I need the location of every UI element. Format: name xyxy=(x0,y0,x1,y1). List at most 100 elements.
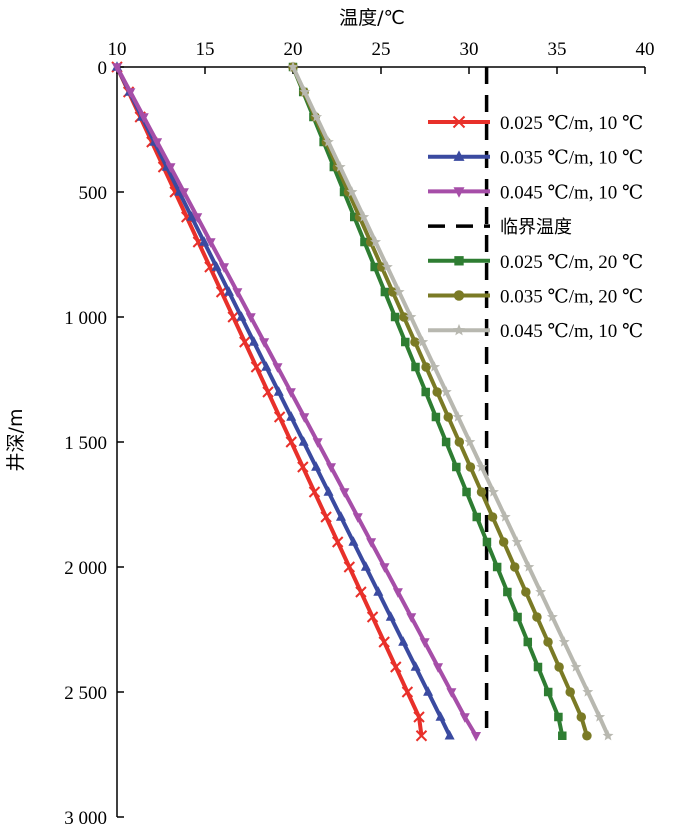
data-point xyxy=(285,436,297,448)
y-tick-label: 1 000 xyxy=(64,308,107,329)
data-point xyxy=(476,487,487,497)
x-axis-title: 温度/℃ xyxy=(339,7,405,29)
legend-label: 0.025 ℃/m, 20 ℃ xyxy=(500,252,643,273)
legend-label: 0.035 ℃/m, 10 ℃ xyxy=(500,148,643,169)
data-point xyxy=(421,387,430,397)
data-point xyxy=(352,513,363,523)
data-point xyxy=(464,436,476,447)
data-point xyxy=(360,561,371,571)
data-point xyxy=(286,411,297,421)
data-point xyxy=(227,311,239,323)
data-point xyxy=(487,512,498,522)
data-point xyxy=(287,61,299,72)
data-point xyxy=(380,287,390,297)
y-tick-label: 1 500 xyxy=(64,433,107,454)
data-point xyxy=(299,86,311,97)
data-point xyxy=(192,213,203,223)
data-point xyxy=(503,587,512,597)
data-point xyxy=(259,338,270,348)
data-point xyxy=(379,563,390,573)
data-point xyxy=(429,361,440,372)
series-layer xyxy=(111,61,614,742)
data-point xyxy=(239,336,251,348)
axes: 10 15 20 25 30 35 40 0 500 1 000 1 500 2 000 2 500 3 … xyxy=(64,39,654,827)
data-point xyxy=(440,386,452,397)
legend-entry: 临界温度 xyxy=(428,217,572,238)
data-point xyxy=(558,636,570,647)
data-point xyxy=(125,88,136,98)
data-point xyxy=(343,561,356,573)
data-point xyxy=(513,612,522,622)
data-point xyxy=(594,711,606,722)
series-line xyxy=(115,66,424,737)
y-tick-label: 2 500 xyxy=(64,683,107,704)
data-point xyxy=(405,311,417,322)
data-point xyxy=(370,262,379,272)
data-point xyxy=(398,636,409,646)
data-point xyxy=(366,611,379,623)
data-point xyxy=(261,361,272,371)
data-point xyxy=(390,312,400,322)
data-point xyxy=(381,261,393,272)
x-tick-label: 25 xyxy=(372,39,391,60)
data-point xyxy=(543,637,553,647)
data-point xyxy=(417,336,429,347)
data-point xyxy=(446,688,457,698)
data-point xyxy=(535,586,547,597)
data-point xyxy=(411,362,420,372)
data-point xyxy=(576,712,587,722)
data-point xyxy=(323,486,334,496)
series-1 xyxy=(112,61,455,740)
legend-entry: 0.045 ℃/m, 10 ℃ xyxy=(428,182,643,203)
data-point xyxy=(399,312,409,322)
data-point xyxy=(471,732,482,742)
y-tick-label: 3 000 xyxy=(64,808,107,827)
legend-label: 0.035 ℃/m, 20 ℃ xyxy=(500,287,643,308)
data-point xyxy=(152,138,163,148)
data-point xyxy=(339,488,350,498)
data-point xyxy=(415,730,428,742)
data-point xyxy=(492,562,502,572)
data-point xyxy=(178,188,189,198)
data-point xyxy=(165,163,176,173)
data-point xyxy=(273,386,284,396)
data-point xyxy=(454,437,465,447)
data-point xyxy=(554,662,564,672)
data-point xyxy=(406,613,417,623)
data-point xyxy=(421,362,431,372)
data-point xyxy=(331,536,344,548)
data-point xyxy=(582,731,592,741)
data-point xyxy=(358,211,370,222)
data-point xyxy=(582,686,594,697)
data-point xyxy=(462,487,471,497)
data-point xyxy=(413,711,425,723)
data-point xyxy=(245,313,256,323)
x-tick-label: 20 xyxy=(284,39,303,60)
data-point xyxy=(320,511,332,523)
data-point xyxy=(308,486,321,498)
data-point xyxy=(472,512,481,522)
series-0 xyxy=(111,61,428,742)
data-point xyxy=(262,386,274,398)
data-point xyxy=(388,287,398,297)
data-point xyxy=(349,212,359,222)
y-tick-label: 500 xyxy=(79,183,108,204)
data-point xyxy=(453,150,465,161)
series-line xyxy=(291,66,565,737)
data-point xyxy=(523,561,535,572)
data-point xyxy=(360,237,369,247)
series-2 xyxy=(112,63,482,742)
data-point xyxy=(453,290,465,301)
x-tick-label: 40 xyxy=(636,39,655,60)
data-point xyxy=(459,713,470,723)
data-point xyxy=(435,711,446,721)
data-point xyxy=(533,662,543,672)
data-point xyxy=(433,663,444,673)
data-point xyxy=(452,411,464,422)
data-point xyxy=(250,361,263,373)
legend-entry: 0.045 ℃/m, 10 ℃ xyxy=(428,321,643,342)
data-point xyxy=(410,337,420,347)
data-point xyxy=(452,115,466,129)
data-point xyxy=(554,712,563,722)
